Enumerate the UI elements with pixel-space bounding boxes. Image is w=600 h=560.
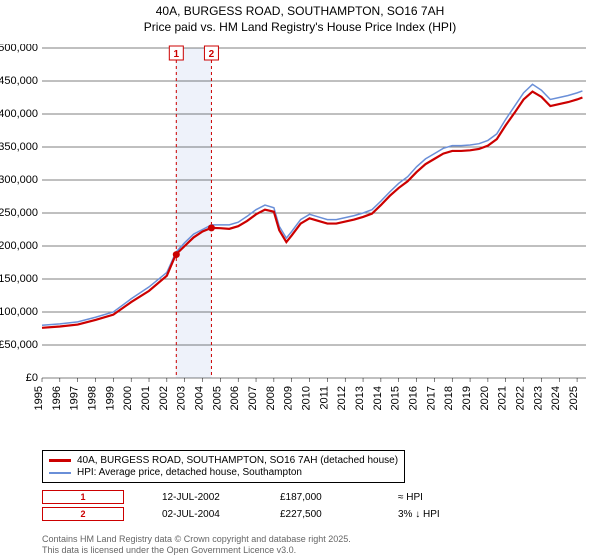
legend-and-sales: 40A, BURGESS ROAD, SOUTHAMPTON, SO16 7AH… [42, 450, 582, 524]
legend-row-1: 40A, BURGESS ROAD, SOUTHAMPTON, SO16 7AH… [49, 455, 398, 466]
x-tick-label: 2020 [479, 386, 491, 410]
x-tick-label: 2023 [532, 386, 544, 410]
x-tick-label: 2010 [301, 386, 313, 410]
y-tick-label: £350,000 [0, 141, 38, 153]
y-tick-label: £400,000 [0, 108, 38, 120]
y-tick-label: £50,000 [0, 339, 38, 351]
legend-row-2: HPI: Average price, detached house, Sout… [49, 467, 398, 478]
x-tick-label: 2011 [318, 386, 330, 410]
footnote-line-1: Contains HM Land Registry data © Crown c… [42, 534, 351, 545]
y-tick-label: £0 [26, 372, 38, 384]
sale-marker: 2 [42, 507, 124, 521]
y-tick-label: £100,000 [0, 306, 38, 318]
legend-box: 40A, BURGESS ROAD, SOUTHAMPTON, SO16 7AH… [42, 450, 405, 483]
y-tick-label: £300,000 [0, 174, 38, 186]
x-tick-label: 1998 [87, 386, 99, 410]
legend-swatch-2 [49, 472, 71, 474]
sale-date: 02-JUL-2004 [162, 509, 242, 520]
x-tick-label: 2017 [425, 386, 437, 410]
x-tick-label: 2025 [568, 386, 580, 410]
x-tick-label: 2016 [408, 386, 420, 410]
x-tick-label: 2009 [283, 386, 295, 410]
legend-swatch-1 [49, 459, 71, 462]
x-tick-label: 2022 [515, 386, 527, 410]
chart-svg: £0 £50,000 £100,000 £150,000 £200,000 £250,00… [0, 44, 590, 414]
marker-label: 1 [174, 49, 180, 60]
sale-row: 2 02-JUL-2004 £227,500 3% ↓ HPI [42, 507, 582, 521]
marker-dot [173, 251, 180, 258]
x-tick-label: 2013 [354, 386, 366, 410]
footnote: Contains HM Land Registry data © Crown c… [42, 534, 351, 556]
sale-delta: 3% ↓ HPI [398, 509, 478, 520]
y-tick-label: £450,000 [0, 75, 38, 87]
x-tick-label: 2005 [211, 386, 223, 410]
x-tick-label: 2002 [158, 386, 170, 410]
sale-row: 1 12-JUL-2002 £187,000 ≈ HPI [42, 490, 582, 504]
sale-delta: ≈ HPI [398, 492, 478, 503]
x-tick-label: 2006 [229, 386, 241, 410]
x-tick-label: 2018 [443, 386, 455, 410]
series-line [42, 84, 582, 325]
x-tick-label: 1999 [104, 386, 116, 410]
legend-label-1: 40A, BURGESS ROAD, SOUTHAMPTON, SO16 7AH… [77, 455, 398, 466]
x-tick-label: 2019 [461, 386, 473, 410]
x-tick-label: 2008 [265, 386, 277, 410]
chart-container: 40A, BURGESS ROAD, SOUTHAMPTON, SO16 7AH… [0, 0, 600, 560]
y-tick-label: £500,000 [0, 44, 38, 54]
x-tick-label: 1996 [51, 386, 63, 410]
chart-title: 40A, BURGESS ROAD, SOUTHAMPTON, SO16 7AH… [0, 0, 600, 35]
sales-table: 1 12-JUL-2002 £187,000 ≈ HPI 2 02-JUL-2004 £22… [42, 490, 582, 521]
x-tick-label: 2015 [390, 386, 402, 410]
x-tick-label: 2012 [336, 386, 348, 410]
title-line-1: 40A, BURGESS ROAD, SOUTHAMPTON, SO16 7AH [0, 4, 600, 20]
x-tick-label: 2000 [122, 386, 134, 410]
y-tick-label: £250,000 [0, 207, 38, 219]
sale-price: £187,000 [280, 492, 360, 503]
x-tick-label: 1995 [33, 386, 45, 410]
y-tick-label: £150,000 [0, 273, 38, 285]
x-tick-label: 2003 [176, 386, 188, 410]
footnote-line-2: This data is licensed under the Open Gov… [42, 545, 351, 556]
x-tick-label: 1997 [69, 386, 81, 410]
sale-price: £227,500 [280, 509, 360, 520]
x-tick-label: 2007 [247, 386, 259, 410]
marker-label: 2 [209, 49, 215, 60]
x-tick-label: 2024 [550, 386, 562, 410]
sale-marker: 1 [42, 490, 124, 504]
title-line-2: Price paid vs. HM Land Registry's House … [0, 20, 600, 36]
marker-dot [208, 224, 215, 231]
x-tick-label: 2021 [497, 386, 509, 410]
legend-label-2: HPI: Average price, detached house, Sout… [77, 467, 302, 478]
x-tick-label: 2001 [140, 386, 152, 410]
x-tick-label: 2004 [194, 386, 206, 410]
x-tick-label: 2014 [372, 386, 384, 410]
y-tick-label: £200,000 [0, 240, 38, 252]
sale-date: 12-JUL-2002 [162, 492, 242, 503]
